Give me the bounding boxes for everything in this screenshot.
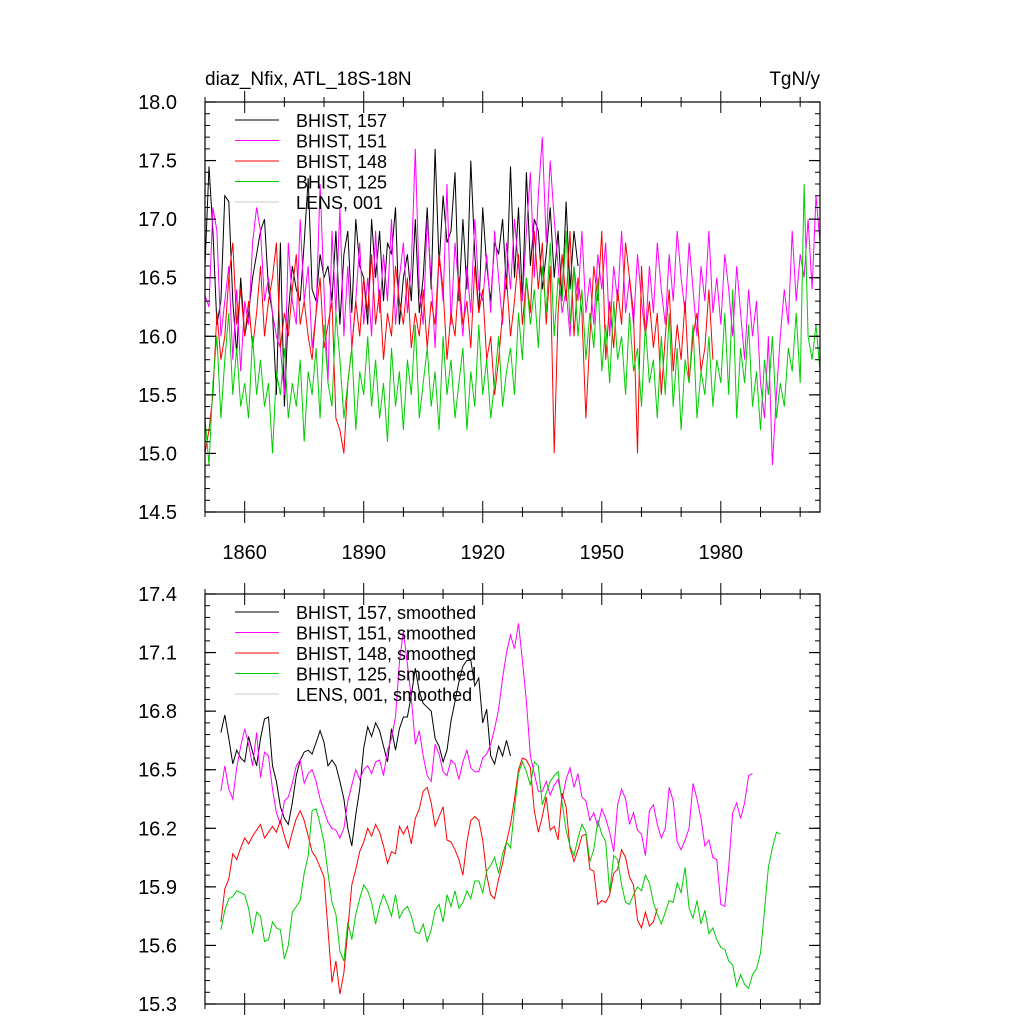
units-label: TgN/y bbox=[769, 69, 820, 90]
legend-label-0: BHIST, 157, smoothed bbox=[296, 603, 476, 623]
x-tick-label: 1920 bbox=[460, 542, 505, 564]
y-tick-label: 15.6 bbox=[138, 935, 177, 957]
top-panel: 14.5 15.0 15.5 16.0 16.5 17.0 17.5 18.0 1860 1890… bbox=[138, 69, 821, 564]
legend-label-3: BHIST, 125 bbox=[296, 173, 387, 193]
y-tick-label: 17.1 bbox=[138, 643, 177, 665]
bottom-panel: 15.3 15.6 15.9 16.2 16.5 16.8 17.1 17.4 BHIST, 1… bbox=[138, 583, 821, 1016]
series-line-1-2 bbox=[220, 757, 658, 995]
y-tick-label: 17.4 bbox=[138, 584, 177, 606]
legend-label-1: BHIST, 151 bbox=[296, 132, 387, 152]
chart-title: diaz_Nfix, ATL_18S-18N bbox=[205, 69, 412, 90]
y-tick-label: 16.0 bbox=[138, 326, 177, 348]
series-line-0-0 bbox=[205, 148, 579, 407]
y-tick-label: 15.9 bbox=[138, 877, 177, 899]
y-tick-label: 16.5 bbox=[138, 760, 177, 782]
y-tick-label: 15.0 bbox=[138, 443, 177, 465]
legend-label-2: BHIST, 148 bbox=[296, 152, 387, 172]
y-tick-label: 15.3 bbox=[138, 994, 177, 1016]
x-tick-label: 1890 bbox=[341, 542, 386, 564]
legend-label-3: BHIST, 125, smoothed bbox=[296, 665, 476, 685]
x-tick-label: 1980 bbox=[699, 542, 744, 564]
legend-label-2: BHIST, 148, smoothed bbox=[296, 644, 476, 664]
legend-label-4: LENS, 001 bbox=[296, 193, 383, 213]
series-line-1-3 bbox=[220, 760, 781, 990]
y-tick-label: 14.5 bbox=[138, 502, 177, 524]
plot-frame-0 bbox=[204, 101, 821, 513]
y-tick-label: 17.5 bbox=[138, 151, 177, 173]
x-tick-label: 1950 bbox=[580, 542, 625, 564]
y-tick-label: 16.8 bbox=[138, 701, 177, 723]
legend-label-4: LENS, 001, smoothed bbox=[296, 685, 472, 705]
plot-frame-1 bbox=[204, 593, 821, 1005]
y-tick-label: 15.5 bbox=[138, 385, 177, 407]
series-line-1-1 bbox=[220, 623, 753, 908]
legend-label-1: BHIST, 151, smoothed bbox=[296, 624, 476, 644]
series-line-0-1 bbox=[205, 137, 820, 466]
y-tick-label: 17.0 bbox=[138, 209, 177, 231]
series-line-0-2 bbox=[205, 230, 714, 454]
x-tick-label: 1860 bbox=[222, 542, 267, 564]
series-line-1-0 bbox=[220, 659, 511, 847]
y-tick-label: 18.0 bbox=[138, 92, 177, 114]
y-tick-label: 16.5 bbox=[138, 268, 177, 290]
y-tick-label: 16.2 bbox=[138, 818, 177, 840]
legend-label-0: BHIST, 157 bbox=[296, 111, 387, 131]
series-line-0-3 bbox=[205, 183, 820, 466]
